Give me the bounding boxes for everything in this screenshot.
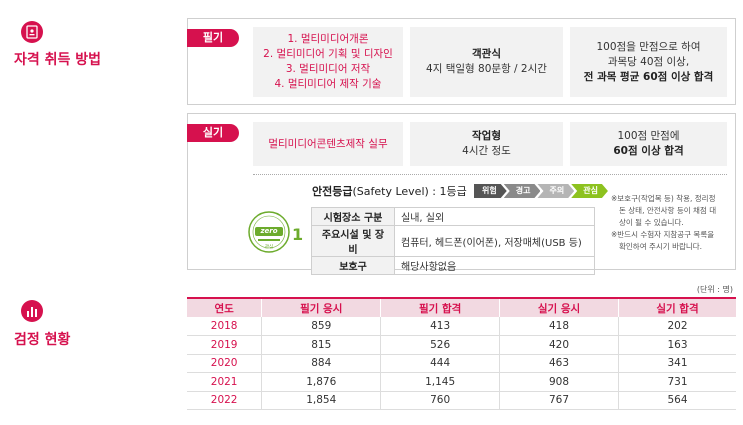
- column-header: 실기 응시: [499, 297, 619, 317]
- section-title-stats: 검정 현황: [14, 332, 71, 348]
- note-line: ※반드시 수험자 지참공구 목록을: [611, 230, 715, 239]
- table-row: 2021 1,876 1,145 908 731: [187, 372, 736, 392]
- cell-value: 884: [261, 354, 381, 373]
- cell-value: 202: [617, 317, 736, 336]
- cell-value: 418: [499, 317, 619, 336]
- section-title-acquisition: 자격 취득 방법: [14, 52, 102, 68]
- cell-year: 2020: [187, 354, 262, 373]
- badge-caption: 관심: [265, 243, 273, 250]
- chart-icon: [21, 300, 43, 322]
- written-pass-cell: 100점을 만점으로 하여 과목당 40점 이상, 전 과목 평균 60점 이상…: [570, 27, 727, 97]
- column-header: 필기 합격: [380, 297, 500, 317]
- written-pass-line3: 전 과목 평균 60점 이상 합격: [583, 70, 714, 83]
- note-line: 돈 상태, 안전사항 등이 채점 대: [619, 206, 717, 215]
- cell-year: 2018: [187, 317, 262, 336]
- cell-value: 463: [499, 354, 619, 373]
- table-row: 시험장소 구분 실내, 실외: [311, 207, 595, 226]
- written-exam-box: 필기 1. 멀티미디어개론 2. 멀티미디어 기획 및 디자인 3. 멀티미디어…: [187, 18, 736, 105]
- cell-year: 2022: [187, 391, 262, 410]
- table-row: 주요시설 및 장비 컴퓨터, 헤드폰(이어폰), 저장매체(USB 등): [311, 225, 595, 257]
- safety-value-protective: 해당사항없음: [394, 256, 595, 275]
- table-header-row: 연도 필기 응시 필기 합격 실기 응시 실기 합격: [187, 297, 736, 317]
- document-icon: [21, 21, 43, 43]
- written-subjects-cell: 1. 멀티미디어개론 2. 멀티미디어 기획 및 디자인 3. 멀티미디어 저작…: [253, 27, 403, 97]
- table-row: 2020 884 444 463 341: [187, 354, 736, 373]
- cell-value: 163: [617, 335, 736, 355]
- cell-value: 760: [380, 391, 500, 410]
- written-type-detail: 4지 택일형 80문항 / 2시간: [426, 63, 547, 75]
- cell-value: 1,854: [261, 391, 381, 410]
- column-header: 필기 응시: [261, 297, 381, 317]
- written-pass-line2: 과목당 40점 이상,: [607, 55, 690, 68]
- level-interest: 관심: [571, 184, 608, 198]
- practical-tag: 실기: [187, 124, 239, 142]
- practical-type-cell: 작업형 4시간 정도: [410, 122, 563, 166]
- table-row: 보호구 해당사항없음: [311, 256, 595, 275]
- practical-type-detail: 4시간 정도: [462, 145, 511, 157]
- column-header: 실기 합격: [617, 297, 736, 317]
- written-subject-2: 2. 멀티미디어 기획 및 디자인: [263, 48, 393, 60]
- cell-value: 908: [499, 372, 619, 392]
- cell-value: 564: [617, 391, 736, 410]
- cell-value: 859: [261, 317, 381, 336]
- safety-level-title: 안전등급(Safety Level) : 1등급: [312, 183, 467, 199]
- practical-pass-line1: 100점 만점에: [617, 130, 680, 142]
- table-row: 2018 859 413 418 202: [187, 317, 736, 336]
- cell-year: 2019: [187, 335, 262, 355]
- divider: [253, 174, 727, 175]
- cell-value: 1,145: [380, 372, 500, 392]
- safety-notes: ※보호구(작업복 등) 착용, 정리정 돈 상태, 안전사항 등이 채점 대 상…: [611, 193, 729, 253]
- cell-value: 341: [617, 354, 736, 373]
- note-line: ※보호구(작업복 등) 착용, 정리정: [611, 194, 716, 203]
- written-subject-3: 3. 멀티미디어 저작: [285, 63, 371, 75]
- safety-head-equipment: 주요시설 및 장비: [311, 225, 395, 257]
- safety-info-table: 시험장소 구분 실내, 실외 주요시설 및 장비 컴퓨터, 헤드폰(이어폰), …: [311, 207, 595, 275]
- note-line: 확인하여 주시기 바랍니다.: [619, 242, 703, 251]
- written-tag: 필기: [187, 29, 239, 47]
- written-subject-1: 1. 멀티미디어개론: [287, 33, 369, 45]
- column-header: 연도: [187, 297, 262, 317]
- cell-value: 731: [617, 372, 736, 392]
- written-type-title: 객관식: [472, 48, 501, 60]
- table-row: 2022 1,854 760 767 564: [187, 391, 736, 410]
- safety-value-place: 실내, 실외: [394, 207, 595, 226]
- practical-subject-cell: 멀티미디어콘텐츠제작 실무: [253, 122, 403, 166]
- written-type-cell: 객관식 4지 택일형 80문항 / 2시간: [410, 27, 563, 97]
- safety-value-equipment: 컴퓨터, 헤드폰(이어폰), 저장매체(USB 등): [394, 225, 595, 257]
- unit-label: (단위 : 명): [696, 285, 733, 294]
- cell-value: 526: [380, 335, 500, 355]
- cell-value: 767: [499, 391, 619, 410]
- level-danger: 위험: [474, 184, 507, 198]
- cell-value: 413: [380, 317, 500, 336]
- badge-text: zero: [260, 227, 278, 235]
- safety-head-protective: 보호구: [311, 256, 395, 275]
- practical-pass-cell: 100점 만점에 60점 이상 합격: [570, 122, 727, 166]
- written-subject-4: 4. 멀티미디어 제작 기술: [274, 78, 382, 90]
- level-warning: 경고: [504, 184, 541, 198]
- practical-type-title: 작업형: [472, 130, 501, 142]
- badge-level: 1: [292, 225, 304, 244]
- written-pass-line1: 100점을 만점으로 하여: [596, 40, 701, 53]
- stats-table: 연도 필기 응시 필기 합격 실기 응시 실기 합격 2018 859 413 …: [187, 297, 736, 410]
- practical-pass-line2: 60점 이상 합격: [613, 145, 684, 157]
- cell-value: 444: [380, 354, 500, 373]
- practical-subject: 멀티미디어콘텐츠제작 실무: [268, 137, 388, 150]
- safety-head-place: 시험장소 구분: [311, 207, 395, 226]
- safety-badge-icon: 관심 zero 1: [244, 208, 306, 258]
- cell-value: 1,876: [261, 372, 381, 392]
- safety-level-scale: 위험 경고 주의 관심: [474, 184, 605, 198]
- cell-value: 815: [261, 335, 381, 355]
- level-caution: 주의: [537, 184, 574, 198]
- safety-level-title-bold: 안전등급: [312, 185, 353, 198]
- safety-level-title-rest: (Safety Level) : 1등급: [352, 185, 467, 198]
- note-line: 상이 될 수 있습니다.: [619, 218, 684, 227]
- cell-year: 2021: [187, 372, 262, 392]
- table-row: 2019 815 526 420 163: [187, 335, 736, 355]
- cell-value: 420: [499, 335, 619, 355]
